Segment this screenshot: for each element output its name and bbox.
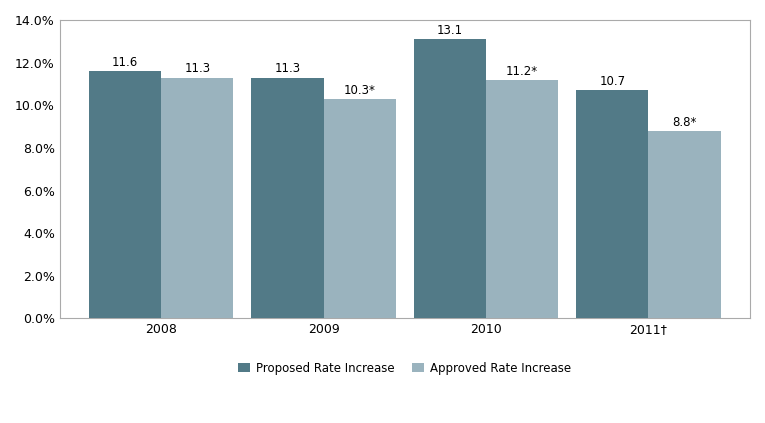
Bar: [576, 91, 649, 319]
Text: 11.2*: 11.2*: [506, 65, 539, 77]
Bar: [649, 131, 721, 319]
Bar: [486, 80, 558, 319]
Bar: [252, 77, 324, 319]
Legend: Proposed Rate Increase, Approved Rate Increase: Proposed Rate Increase, Approved Rate In…: [234, 357, 576, 379]
Bar: [161, 77, 233, 319]
Bar: [89, 71, 161, 319]
Bar: [324, 99, 396, 319]
Bar: [414, 39, 486, 319]
Text: 10.3*: 10.3*: [343, 84, 376, 97]
Text: 11.3: 11.3: [275, 63, 301, 75]
Text: 8.8*: 8.8*: [672, 116, 697, 129]
Text: 11.6: 11.6: [112, 56, 138, 69]
Text: 11.3: 11.3: [184, 63, 210, 75]
Text: 13.1: 13.1: [437, 24, 463, 37]
Text: 10.7: 10.7: [599, 75, 626, 88]
